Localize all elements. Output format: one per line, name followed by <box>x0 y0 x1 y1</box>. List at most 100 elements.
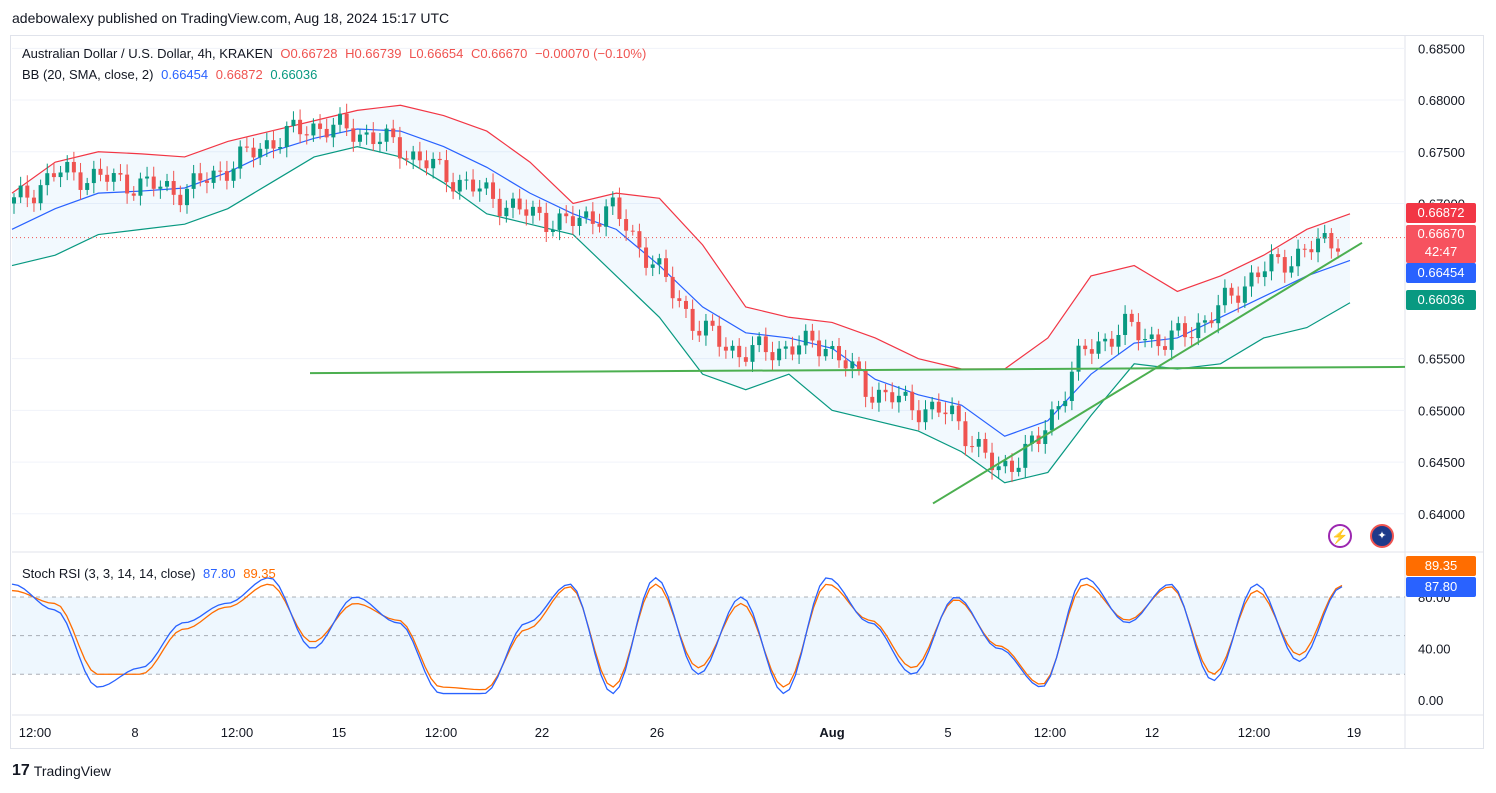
candle-body <box>125 174 130 194</box>
candle-body <box>391 128 396 138</box>
bb-basis-tag: 0.66454 <box>1406 263 1476 283</box>
candle-body <box>1129 313 1134 322</box>
candle-body <box>1282 257 1287 273</box>
candle-body <box>517 198 522 210</box>
candle-body <box>78 172 83 190</box>
candle-body <box>1222 287 1227 306</box>
candle-body <box>1136 321 1141 341</box>
candle-body <box>12 197 16 204</box>
candle-body <box>331 124 336 138</box>
candle-body <box>817 340 822 357</box>
candle-body <box>870 396 875 403</box>
candle-body <box>431 158 436 169</box>
candle-body <box>590 211 595 224</box>
candle-body <box>138 178 143 196</box>
candle-body <box>178 194 183 206</box>
candle-body <box>191 173 196 189</box>
candle-body <box>524 209 529 216</box>
open-value: O0.66728 <box>280 46 338 61</box>
candle-body <box>1249 272 1254 287</box>
candle-body <box>264 140 269 149</box>
candle-body <box>151 176 156 189</box>
candle-body <box>351 128 356 142</box>
bb-fill <box>12 105 1350 483</box>
change-value: −0.00070 (−0.10%) <box>534 46 647 61</box>
candle-body <box>883 389 888 393</box>
candle-body <box>863 370 868 397</box>
candle-body <box>983 438 988 453</box>
bb-label[interactable]: BB (20, SMA, close, 2) <box>22 67 154 82</box>
candle-body <box>318 123 323 129</box>
candle-body <box>637 231 642 248</box>
candle-body <box>31 197 36 204</box>
time-tick-label: 5 <box>944 725 951 740</box>
candle-body <box>357 134 362 142</box>
stoch-k-line <box>11 576 1343 695</box>
tradingview-logo[interactable]: 17 TradingView <box>12 762 111 780</box>
candle-body <box>1176 323 1181 331</box>
candle-body <box>218 170 223 172</box>
candle-body <box>690 308 695 331</box>
candle-body <box>950 405 955 415</box>
candle-body <box>58 172 63 178</box>
candle-body <box>930 401 935 410</box>
candle-body <box>231 168 236 181</box>
stoch-label[interactable]: Stoch RSI (3, 3, 14, 14, close) <box>22 566 196 581</box>
candle-body <box>970 446 975 448</box>
candle-body <box>936 401 941 413</box>
candle-body <box>956 405 961 422</box>
candle-body <box>1182 323 1187 338</box>
candle-body <box>1063 400 1068 407</box>
time-tick-label: 12:00 <box>221 725 254 740</box>
candle-body <box>497 198 502 217</box>
candle-body <box>903 391 908 396</box>
australia-flag-icon[interactable]: ✦ <box>1370 524 1394 548</box>
candle-body <box>1049 409 1054 431</box>
candle-body <box>557 213 562 230</box>
time-tick-label: 12:00 <box>1034 725 1067 740</box>
candle-body <box>916 410 921 423</box>
bb-lower-value: 0.66036 <box>270 67 318 82</box>
bb-upper-value: 0.66872 <box>215 67 263 82</box>
candle-body <box>610 197 615 207</box>
candle-body <box>683 300 688 309</box>
bb-legend: BB (20, SMA, close, 2) 0.66454 0.66872 0… <box>22 67 321 82</box>
candle-body <box>644 247 649 268</box>
brand-label: TradingView <box>33 763 111 779</box>
candle-body <box>550 229 555 232</box>
time-tick-label: 12:00 <box>425 725 458 740</box>
price-tick-label: 0.65000 <box>1418 403 1465 418</box>
price-tick-label: 0.68000 <box>1418 93 1465 108</box>
candle-body <box>1309 249 1314 253</box>
candle-body <box>743 357 748 362</box>
candle-body <box>1302 248 1307 250</box>
high-value: H0.66739 <box>345 46 402 61</box>
candle-body <box>630 230 635 232</box>
candle-body <box>943 412 948 415</box>
lightning-icon[interactable]: ⚡ <box>1328 524 1352 548</box>
candle-body <box>604 206 609 227</box>
symbol-label[interactable]: Australian Dollar / U.S. Dollar, 4h, KRA… <box>22 46 273 61</box>
time-tick-label: 15 <box>332 725 346 740</box>
candle-body <box>544 212 549 232</box>
candle-body <box>803 330 808 346</box>
candle-body <box>1296 248 1301 267</box>
candle-body <box>823 348 828 357</box>
candle-body <box>1076 345 1081 372</box>
candle-body <box>923 409 928 423</box>
candle-body <box>38 185 43 204</box>
candle-body <box>730 345 735 351</box>
price-tick-label: 0.68500 <box>1418 41 1465 56</box>
candle-body <box>131 193 136 196</box>
candle-body <box>737 345 742 358</box>
candle-body <box>224 171 229 181</box>
candle-body <box>204 180 209 183</box>
close-value: C0.66670 <box>470 46 528 61</box>
candle-body <box>770 352 775 361</box>
candle-body <box>763 336 768 353</box>
stoch-d-tag: 89.35 <box>1406 556 1476 576</box>
candle-body <box>1163 346 1168 350</box>
price-tick-label: 0.64500 <box>1418 455 1465 470</box>
candle-body <box>703 320 708 336</box>
